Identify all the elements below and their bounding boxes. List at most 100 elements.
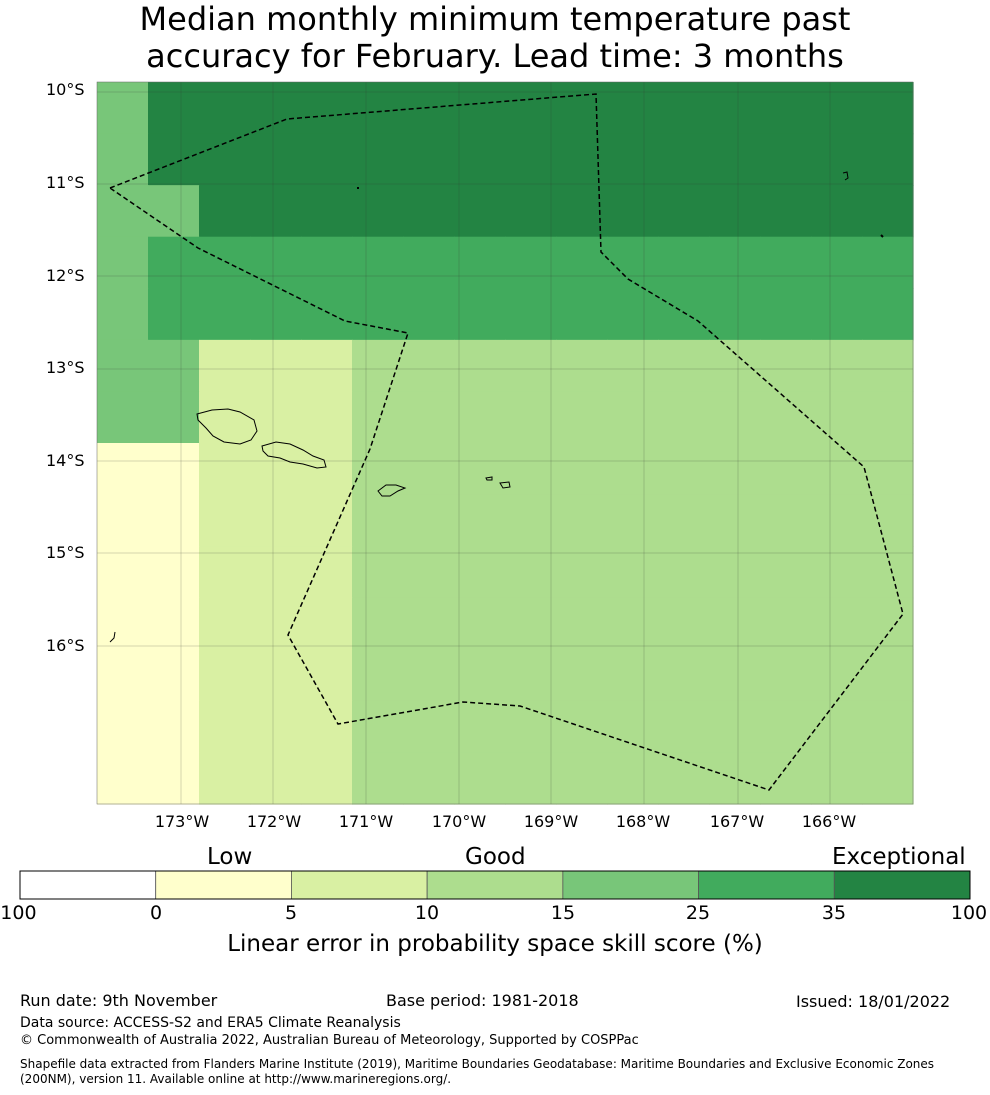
copyright: © Commonwealth of Australia 2022, Austra… [20, 1033, 639, 1048]
grid-cell [811, 443, 863, 496]
grid-cell [709, 185, 761, 238]
grid-cell [556, 494, 608, 547]
grid-cell [505, 288, 557, 341]
grid-cell [403, 752, 455, 805]
grid-cell [250, 546, 302, 599]
grid-cell [352, 649, 404, 702]
grid-cell [607, 597, 659, 650]
grid-cell [148, 752, 200, 805]
grid-cell [454, 443, 506, 496]
grid-cell [862, 339, 914, 393]
grid-cell [505, 546, 557, 599]
grid-cell [505, 391, 557, 444]
grid-cell [454, 494, 506, 547]
grid-cell [760, 391, 812, 444]
grid-cell [352, 82, 404, 135]
grid-cell [556, 649, 608, 702]
grid-cell [760, 443, 812, 496]
shapefile-credit-line-2: (200NM), version 11. Available online at… [20, 1072, 452, 1086]
grid-cell [97, 494, 149, 547]
grid-cell [403, 236, 455, 289]
grid-cell [97, 82, 149, 135]
grid-cell [709, 236, 761, 289]
grid-cell [658, 546, 710, 599]
grid-cell [505, 443, 557, 496]
colorbar-segment [833, 870, 971, 900]
grid-cell [862, 494, 914, 547]
grid-cell [301, 339, 353, 393]
grid-cell [607, 133, 659, 186]
category-low: Low [207, 844, 253, 870]
grid-cell [556, 133, 608, 186]
grid-cell [403, 546, 455, 599]
grid-cell [811, 546, 863, 599]
tick-label: 15 [550, 902, 576, 924]
grid-cell [199, 185, 251, 238]
grid-cell [760, 288, 812, 341]
grid-cell [97, 649, 149, 702]
grid-cell [556, 443, 608, 496]
grid-cell [352, 546, 404, 599]
grid-cell [505, 133, 557, 186]
grid-cell [301, 649, 353, 702]
grid-cell [352, 133, 404, 186]
grid-cell [607, 339, 659, 393]
tick-label: 10 [414, 902, 440, 924]
grid-cell [250, 700, 302, 754]
grid-cell [250, 597, 302, 650]
grid-cell [250, 752, 302, 805]
grid-cell [556, 391, 608, 444]
grid-cell [760, 752, 812, 805]
map-frame [96, 81, 914, 805]
grid-cell [607, 185, 659, 238]
grid-cell [811, 494, 863, 547]
grid-cell [709, 339, 761, 393]
grid-cell [454, 546, 506, 599]
grid-cell [811, 82, 863, 135]
grid-cell [862, 443, 914, 496]
grid-cell [862, 133, 914, 186]
grid-cell [709, 391, 761, 444]
grid-cell [454, 288, 506, 341]
grid-cell [709, 133, 761, 186]
grid-cell [811, 185, 863, 238]
colorbar-segment [155, 870, 292, 900]
grid-cell [148, 133, 200, 186]
grid-cell [352, 752, 404, 805]
grid-cell [352, 391, 404, 444]
grid-cell [556, 546, 608, 599]
grid-cell [505, 185, 557, 238]
grid-cell [607, 649, 659, 702]
grid-cell [505, 236, 557, 289]
grid-cell [403, 494, 455, 547]
lon-label-173w: 173°W [154, 812, 210, 831]
tick-label: 100 [950, 902, 988, 924]
grid-cell [862, 391, 914, 444]
grid-cell [556, 236, 608, 289]
grid-cell [658, 443, 710, 496]
grid-cell [301, 133, 353, 186]
island-nukunonu [842, 171, 849, 181]
grid-cell [658, 494, 710, 547]
grid-cell [199, 597, 251, 650]
grid-cell [607, 494, 659, 547]
grid-cell [301, 391, 353, 444]
grid-cell [556, 288, 608, 341]
grid-cell [301, 185, 353, 238]
grid-cell [607, 443, 659, 496]
grid-cell [709, 546, 761, 599]
lon-label-172w: 172°W [246, 812, 302, 831]
grid-cell [97, 236, 149, 289]
grid-cell [862, 185, 914, 238]
lat-label-10s: 10°S [46, 80, 85, 99]
coastline-islands [109, 171, 884, 643]
grid-cell [148, 236, 200, 289]
grid-cell [505, 494, 557, 547]
grid-cell [505, 752, 557, 805]
tick-label: -100 [0, 902, 37, 924]
grid-cell [454, 391, 506, 444]
grid-cell [352, 236, 404, 289]
data-source: Data source: ACCESS-S2 and ERA5 Climate … [20, 1015, 401, 1031]
grid-cell [403, 185, 455, 238]
grid-cell [862, 752, 914, 805]
